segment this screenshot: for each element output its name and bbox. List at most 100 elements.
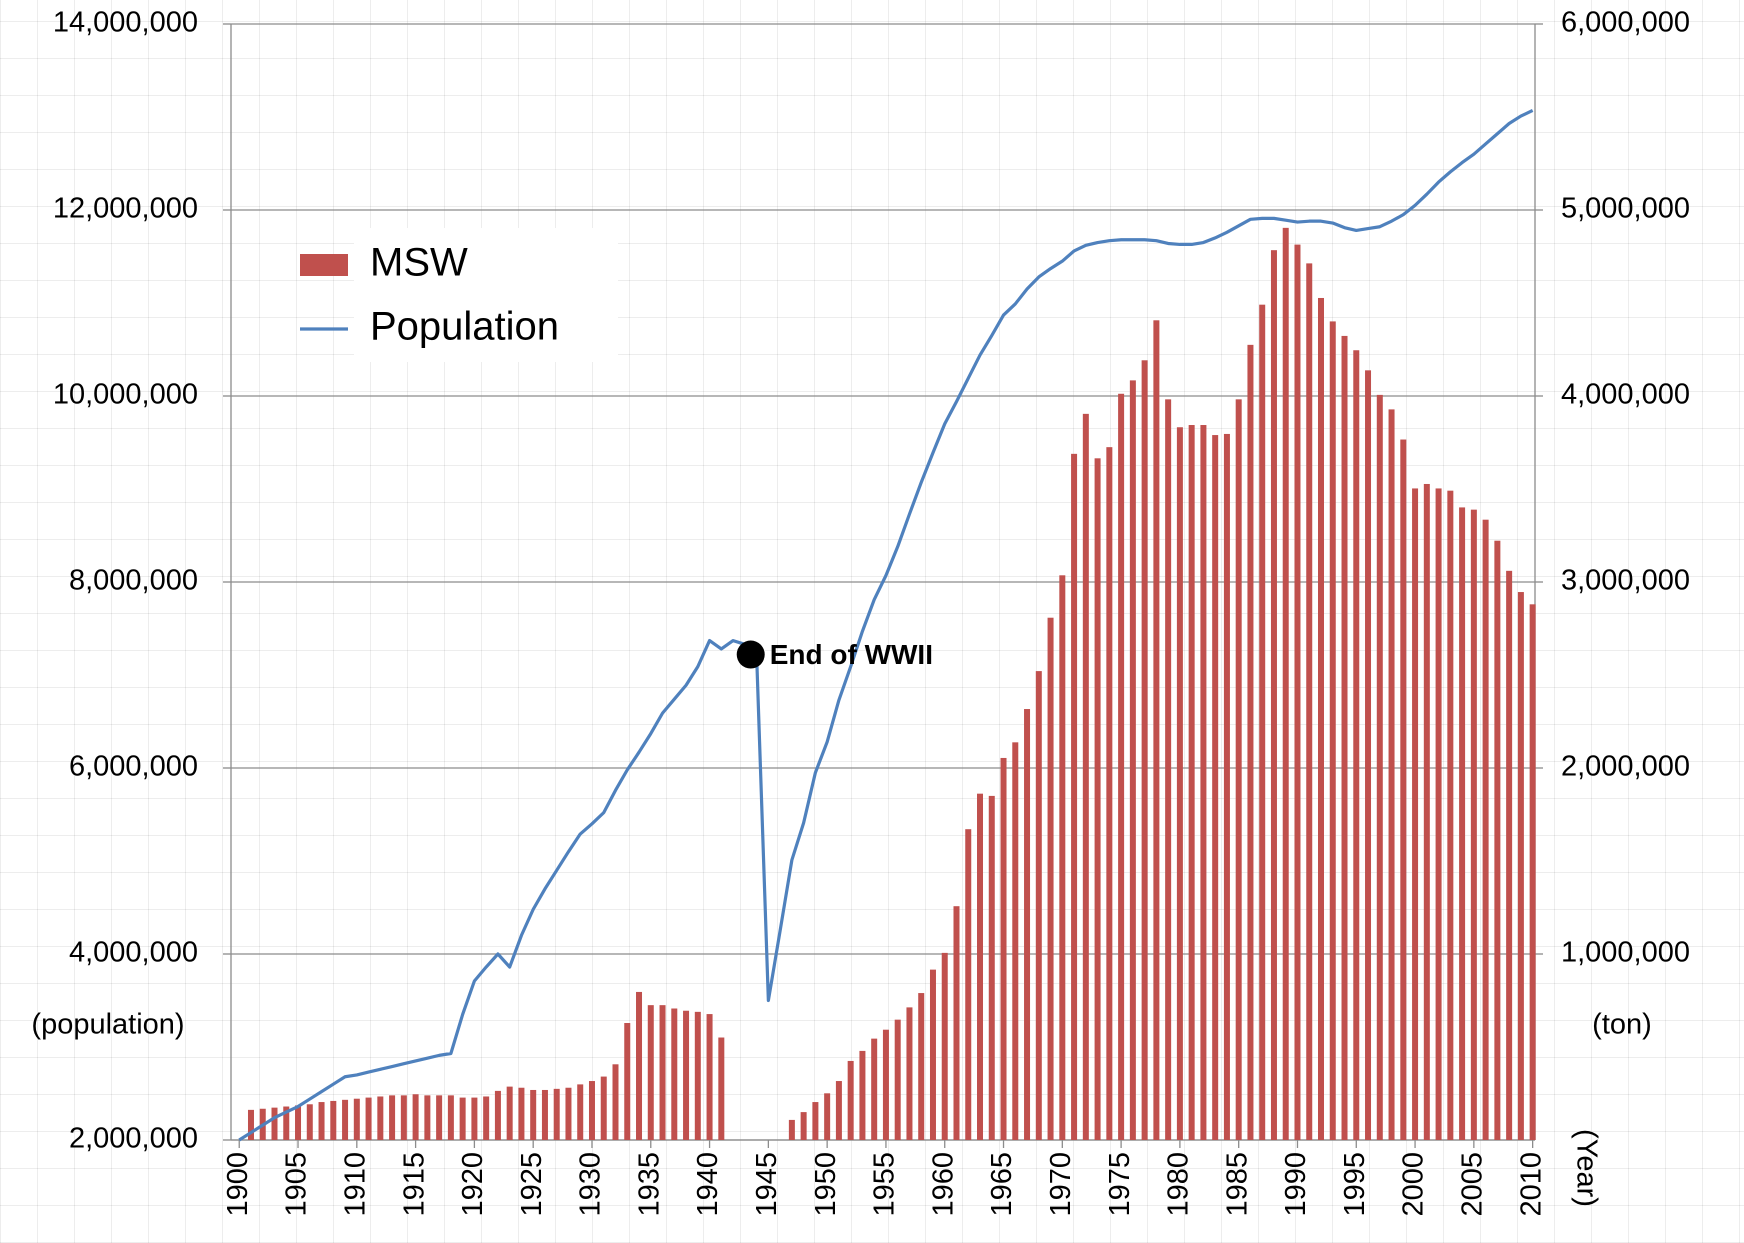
x-tick-label: 1930 — [575, 1152, 607, 1217]
legend: MSW Population — [300, 228, 618, 362]
bar — [941, 952, 948, 1140]
x-tick-label: 1945 — [751, 1152, 783, 1217]
bar — [1223, 433, 1230, 1141]
line — [238, 109, 1534, 1142]
bar — [659, 1005, 666, 1140]
y-tick-label: 6,000,000 — [69, 751, 198, 783]
bar — [471, 1097, 478, 1140]
bar — [1000, 757, 1007, 1140]
bar — [342, 1099, 349, 1140]
bar — [1388, 409, 1395, 1141]
bar — [624, 1023, 631, 1140]
bar — [1118, 393, 1125, 1140]
bar — [953, 906, 960, 1140]
bar — [1494, 540, 1501, 1140]
bar — [882, 1029, 889, 1140]
x-tick-label: 1960 — [927, 1152, 959, 1217]
bar — [671, 1008, 678, 1140]
bar — [1329, 321, 1336, 1140]
bar — [1059, 575, 1066, 1140]
bar — [271, 1107, 278, 1140]
x-axis-label: (Year) — [1570, 1129, 1602, 1207]
annotation: End of WWII — [770, 639, 933, 670]
bar — [1176, 427, 1183, 1140]
x-tick-label: 1905 — [281, 1152, 313, 1217]
bar — [1459, 507, 1466, 1140]
bar — [412, 1094, 419, 1140]
bar — [1341, 335, 1348, 1140]
bar — [1235, 399, 1242, 1140]
bar — [1012, 742, 1019, 1140]
y2-tick-label: 1,000,000 — [1561, 937, 1690, 969]
x-tick-label: 1950 — [810, 1152, 842, 1217]
bar — [1153, 320, 1160, 1141]
x-tick-label: 2010 — [1515, 1152, 1547, 1217]
bar — [447, 1095, 454, 1140]
bar — [565, 1087, 572, 1140]
x-tick-label: 1910 — [339, 1152, 371, 1217]
bar — [494, 1090, 501, 1140]
bar — [1376, 394, 1383, 1140]
bar — [483, 1096, 490, 1140]
bar — [1200, 425, 1207, 1140]
y-axis-label: (population) — [31, 1009, 184, 1041]
bar — [1270, 250, 1277, 1140]
bar — [1294, 244, 1301, 1140]
bar — [965, 829, 972, 1140]
y-tick-label: 2,000,000 — [69, 1123, 198, 1155]
bar — [1282, 227, 1289, 1140]
bar — [295, 1105, 302, 1140]
bar — [541, 1089, 548, 1140]
bar — [1365, 370, 1372, 1140]
bar — [1517, 592, 1524, 1140]
y2-tick-label: 2,000,000 — [1561, 751, 1690, 783]
x-tick-label: 2000 — [1398, 1152, 1430, 1217]
bar — [377, 1096, 384, 1140]
bar — [1259, 304, 1266, 1140]
bar — [459, 1097, 466, 1140]
bar — [389, 1095, 396, 1140]
bar — [1141, 360, 1148, 1141]
bar — [506, 1086, 513, 1140]
annotation-marker — [736, 640, 765, 669]
bar — [1412, 488, 1419, 1140]
bar — [871, 1038, 878, 1140]
bar — [1400, 439, 1407, 1140]
bar — [1482, 519, 1489, 1140]
bar — [683, 1010, 690, 1140]
bar — [906, 1007, 913, 1140]
bar — [424, 1095, 431, 1140]
bar — [929, 969, 936, 1140]
bar — [694, 1011, 701, 1140]
bar — [318, 1102, 325, 1140]
bar — [1306, 263, 1313, 1141]
bar — [988, 795, 995, 1140]
y-tick-label: 14,000,000 — [53, 7, 198, 39]
bar — [1024, 709, 1031, 1140]
y2-axis-label: (ton) — [1592, 1009, 1652, 1041]
bar — [1212, 435, 1219, 1140]
x-tick-label: 1915 — [398, 1152, 430, 1217]
bar — [1247, 344, 1254, 1141]
y-tick-label: 12,000,000 — [53, 193, 198, 225]
bar — [706, 1014, 713, 1140]
x-tick-label: 1965 — [986, 1152, 1018, 1217]
bar — [247, 1109, 254, 1140]
y-tick-label: 4,000,000 — [69, 937, 198, 969]
legend-label: MSW — [370, 241, 468, 285]
bar — [1071, 453, 1078, 1140]
bar — [577, 1084, 584, 1140]
bar — [1423, 483, 1430, 1140]
bar — [353, 1098, 360, 1140]
bar — [977, 793, 984, 1140]
x-tick-label: 1995 — [1339, 1152, 1371, 1217]
bar — [436, 1095, 443, 1140]
bar — [1317, 297, 1324, 1140]
bar — [636, 991, 643, 1140]
bar — [1529, 604, 1536, 1140]
bar — [1165, 399, 1172, 1140]
bar — [1435, 488, 1442, 1140]
bar — [894, 1019, 901, 1140]
bar — [800, 1112, 807, 1140]
bar — [1035, 671, 1042, 1140]
